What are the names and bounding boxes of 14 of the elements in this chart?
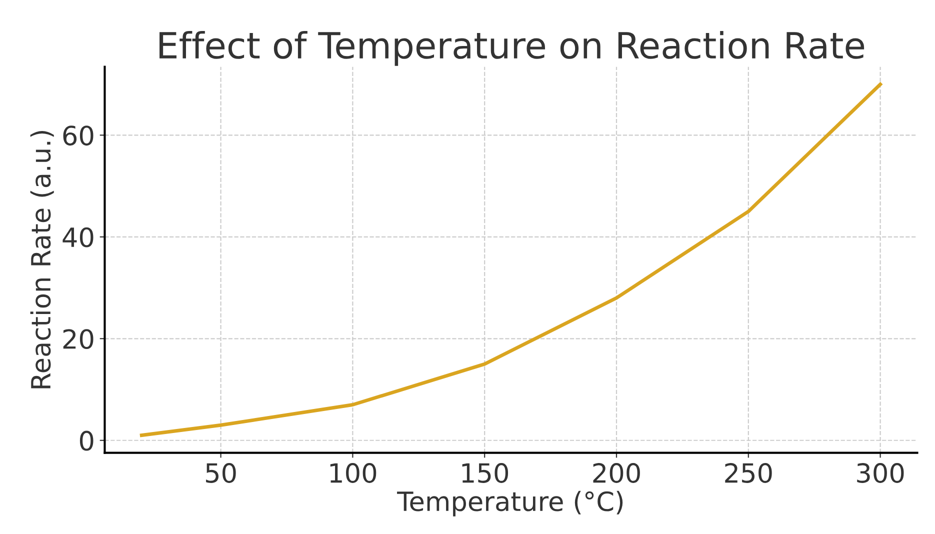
y-tick-label: 40 (62, 227, 94, 248)
x-tick-label: 300 (857, 463, 904, 483)
y-tick-label: 0 (80, 430, 94, 451)
x-tick-label: 100 (330, 463, 376, 483)
x-axis-title: Temperature (°C) (397, 490, 623, 516)
y-axis-title: Reaction Rate (a.u.) (30, 130, 54, 388)
x-tick-label: 250 (725, 463, 772, 483)
chart-title: Effect of Temperature on Reaction Rate (160, 30, 864, 66)
x-tick-label: 50 (206, 463, 236, 483)
x-tick-label: 200 (593, 463, 640, 483)
line-series (140, 82, 882, 438)
y-tick-label: 20 (63, 329, 94, 350)
y-tick-label: 60 (63, 126, 94, 146)
x-tick-label: 150 (462, 463, 508, 483)
